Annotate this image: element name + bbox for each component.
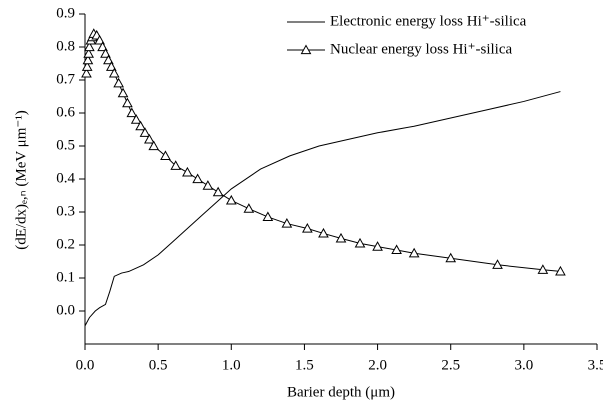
marker: [302, 222, 313, 233]
marker: [243, 203, 255, 213]
marker: [170, 160, 182, 170]
marker: [445, 252, 457, 263]
marker: [281, 218, 293, 228]
marker: [192, 173, 203, 184]
y-tick-label: 0.9: [56, 5, 75, 21]
legend-label: Nuclear energy loss Hi⁺-silica: [330, 41, 513, 57]
marker: [182, 166, 193, 177]
marker: [117, 87, 129, 98]
marker: [144, 133, 155, 144]
marker: [84, 41, 95, 52]
x-tick-label: 0.5: [149, 357, 168, 373]
marker: [318, 227, 329, 238]
x-tick-label: 1.5: [295, 357, 314, 373]
y-tick-label: 0.0: [56, 302, 75, 318]
y-tick-label: 0.1: [56, 269, 75, 285]
marker: [372, 241, 383, 251]
x-tick-label: 3.0: [514, 357, 533, 373]
legend-label: Electronic energy loss Hi⁺-silica: [330, 13, 527, 29]
x-tick-label: 2.5: [441, 357, 460, 373]
marker: [139, 127, 151, 137]
y-tick-label: 0.3: [56, 203, 75, 219]
marker: [391, 244, 402, 255]
marker: [82, 54, 94, 65]
marker: [103, 54, 114, 65]
y-tick-label: 0.8: [56, 38, 75, 54]
marker: [81, 67, 92, 78]
legend-marker: [300, 44, 312, 55]
marker: [83, 48, 95, 58]
marker: [555, 265, 566, 276]
marker: [100, 48, 111, 58]
x-tick-label: 2.0: [368, 357, 387, 373]
marker: [148, 140, 160, 151]
x-axis-label: Barier depth (μm): [287, 384, 395, 400]
marker: [354, 237, 366, 248]
marker: [108, 67, 120, 78]
marker: [97, 41, 108, 52]
x-tick-label: 3.5: [588, 357, 603, 373]
y-tick-label: 0.4: [56, 170, 75, 186]
marker: [81, 61, 93, 71]
marker: [225, 194, 237, 205]
marker: [94, 34, 105, 45]
marker: [202, 180, 214, 190]
marker: [537, 264, 549, 274]
marker: [135, 120, 146, 131]
y-axis-label: (dE/dx)ₑ,ₙ (MeV μm⁻¹): [13, 110, 29, 250]
marker: [122, 97, 133, 108]
marker: [130, 114, 142, 124]
y-tick-label: 0.6: [56, 104, 75, 120]
y-tick-label: 0.2: [56, 236, 75, 252]
marker: [335, 232, 347, 243]
marker: [105, 61, 117, 71]
x-tick-label: 0.0: [76, 357, 95, 373]
marker: [212, 186, 224, 197]
marker: [113, 77, 124, 88]
x-tick-label: 1.0: [222, 357, 241, 373]
y-tick-label: 0.7: [56, 71, 75, 87]
series-line: [84, 91, 561, 327]
marker: [126, 107, 138, 118]
marker: [408, 247, 420, 258]
marker: [160, 150, 171, 160]
y-tick-label: 0.5: [56, 137, 75, 153]
marker: [262, 211, 274, 222]
marker: [492, 259, 503, 269]
